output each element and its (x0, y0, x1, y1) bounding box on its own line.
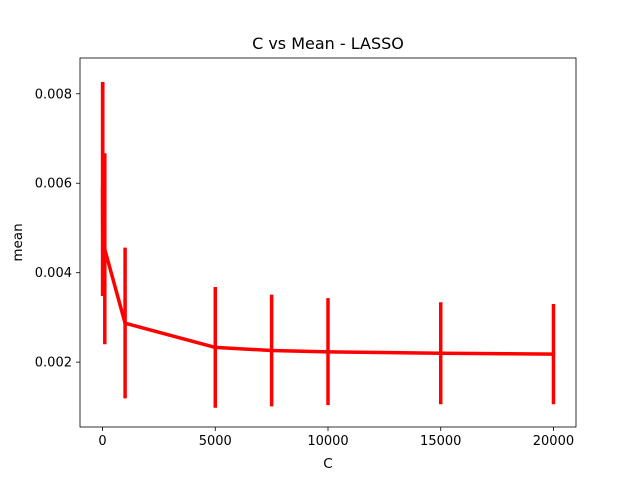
x-tick-label: 0 (98, 434, 106, 449)
y-tick-label: 0.008 (35, 87, 72, 102)
x-tick-label: 15000 (420, 434, 461, 449)
y-tick-label: 0.006 (35, 177, 72, 192)
x-tick-label: 20000 (533, 434, 574, 449)
y-tick-label: 0.002 (35, 356, 72, 371)
y-axis: 0.002 0.004 0.006 0.008 (35, 87, 80, 371)
x-axis: 0 5000 10000 15000 20000 (98, 427, 574, 449)
x-tick-label: 10000 (307, 434, 348, 449)
y-tick-label: 0.004 (35, 266, 72, 281)
series-line (100, 188, 556, 356)
y-axis-label: mean (10, 223, 26, 261)
chart-title: C vs Mean - LASSO (252, 34, 404, 53)
x-axis-label: C (323, 456, 332, 472)
x-tick-label: 5000 (199, 434, 232, 449)
series-lines (100, 188, 556, 356)
